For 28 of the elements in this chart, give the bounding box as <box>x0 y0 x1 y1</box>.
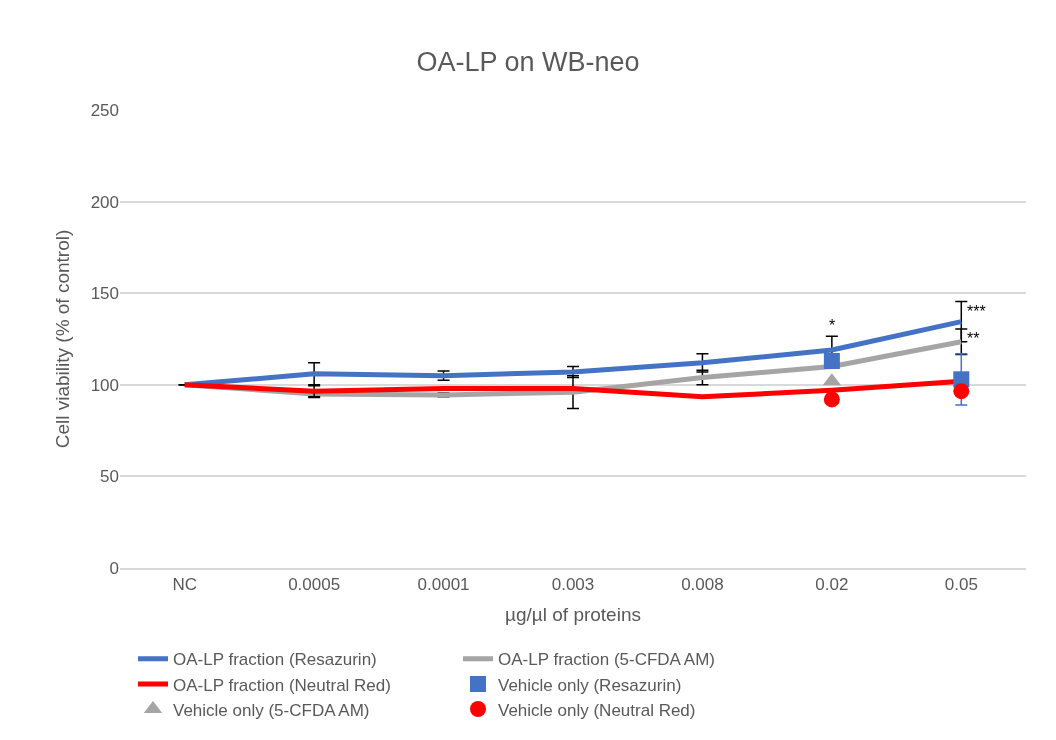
annotation: ** <box>967 330 980 347</box>
legend-label: OA-LP fraction (Resazurin) <box>173 650 377 670</box>
y-tick-label: 50 <box>100 467 119 487</box>
legend-label: Vehicle only (5-CFDA AM) <box>173 700 370 720</box>
point <box>953 383 970 400</box>
y-tick-label: 200 <box>90 192 119 212</box>
y-tick-label: 100 <box>90 375 119 395</box>
legend-label: Vehicle only (Resazurin) <box>498 675 682 695</box>
y-tick-label: 250 <box>90 100 119 120</box>
x-axis-title: µg/µl of proteins <box>505 604 641 626</box>
chart-title: OA-LP on WB-neo <box>416 46 640 77</box>
x-tick-label: 0.0005 <box>288 575 341 595</box>
y-axis-title: Cell viability (% of control) <box>52 229 74 449</box>
x-tick-label: NC <box>172 575 197 595</box>
legend-label: Vehicle only (Neutral Red) <box>498 700 696 720</box>
legend-label: OA-LP fraction (Neutral Red) <box>173 675 391 695</box>
x-tick-label: 0.05 <box>944 575 978 595</box>
annotation: * <box>829 317 836 334</box>
x-tick-label: 0.02 <box>815 575 849 595</box>
legend-label: OA-LP fraction (5-CFDA AM) <box>498 650 715 670</box>
point <box>823 352 840 369</box>
point <box>823 391 840 408</box>
x-tick-label: 0.003 <box>551 575 595 595</box>
x-tick-label: 0.0001 <box>417 575 470 595</box>
y-tick-label: 0 <box>109 558 119 578</box>
y-tick-label: 150 <box>90 284 119 304</box>
x-tick-label: 0.008 <box>681 575 724 595</box>
annotation: *** <box>967 303 986 320</box>
